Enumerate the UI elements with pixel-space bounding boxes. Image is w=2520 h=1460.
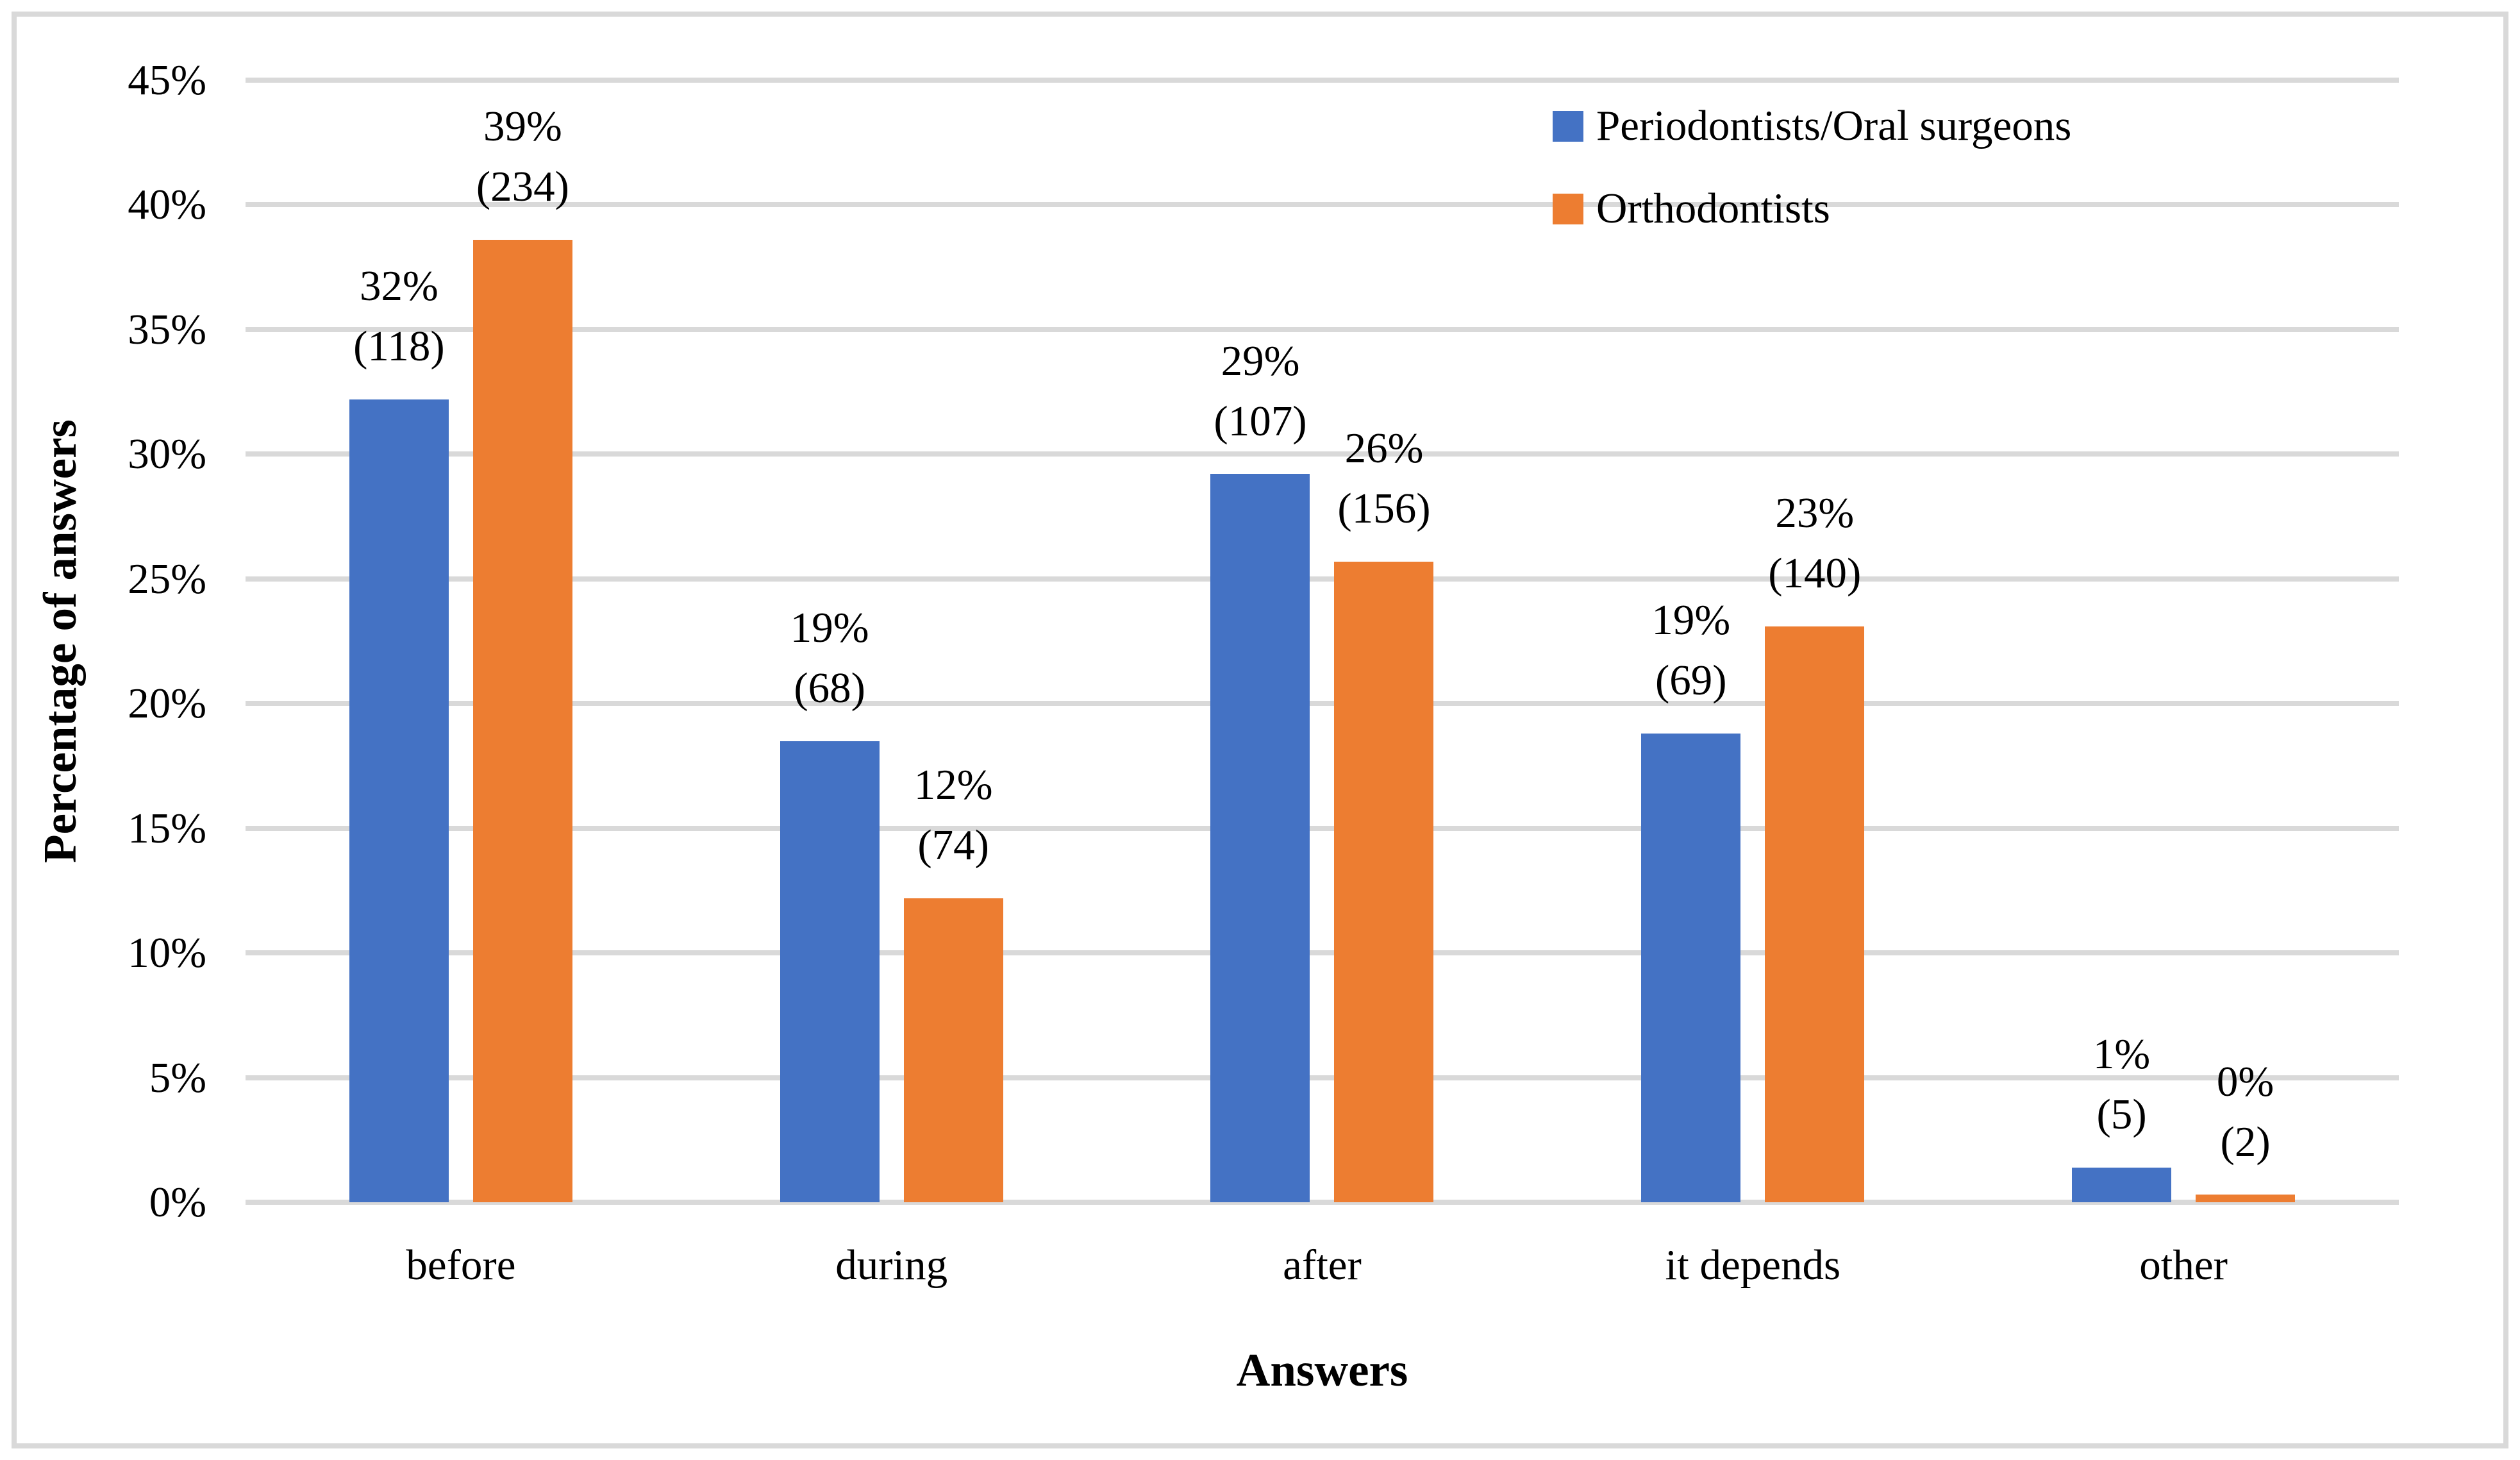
- bar-count-text: (68): [794, 664, 865, 712]
- bar-percent-text: 0%: [2216, 1057, 2274, 1105]
- bar-count-text: (2): [2220, 1118, 2271, 1166]
- bar-count-text: (140): [1768, 549, 1862, 597]
- bar-count-text: (5): [2096, 1090, 2147, 1138]
- gridline: [246, 451, 2399, 457]
- bar-periodontists-during: 19% (68): [780, 604, 880, 1202]
- bar-orthodontists-before: 39% (234): [472, 103, 572, 1202]
- bar-value-label: 39% (234): [476, 97, 569, 217]
- y-tick-label: 45%: [128, 56, 206, 104]
- bar-value-label: 1% (5): [2093, 1025, 2150, 1145]
- bar-percent-text: 26%: [1344, 424, 1424, 472]
- x-axis-title: Answers: [1236, 1344, 1408, 1396]
- y-tick-label: 25%: [128, 555, 206, 603]
- category-group-before: 32% (118) 39% (234): [246, 80, 676, 1202]
- y-tick-label: 35%: [128, 305, 206, 353]
- bar-count-text: (107): [1214, 397, 1307, 445]
- gridline: [246, 1200, 2399, 1205]
- x-tick-label-other: other: [2139, 1241, 2228, 1289]
- bar-periodontists-after: 29% (107): [1210, 337, 1310, 1202]
- x-tick-label-during: during: [835, 1241, 948, 1289]
- bar-value-label: 26% (156): [1337, 419, 1430, 539]
- bar-value-label: 23% (140): [1768, 483, 1861, 604]
- y-axis-title: Percentage of answers: [34, 419, 86, 863]
- legend: Periodontists/Oral surgeons Orthodontists: [1553, 101, 2071, 233]
- bar-percent-text: 19%: [790, 603, 869, 651]
- gridline: [246, 202, 2399, 208]
- figure-frame: [12, 12, 2508, 1448]
- bar-percent-text: 23%: [1775, 489, 1855, 537]
- bar-orthodontists-other: 0% (2): [2196, 1058, 2296, 1202]
- bar-orthodontists-it-depends: 23% (140): [1765, 489, 1865, 1202]
- bar-percent-text: 1%: [2092, 1030, 2151, 1078]
- legend-item: Orthodontists: [1553, 184, 2071, 233]
- bar-value-label: 19% (68): [790, 598, 869, 719]
- bar-value-label: 32% (118): [353, 256, 445, 377]
- gridline: [246, 950, 2399, 956]
- bar-count-text: (234): [476, 163, 569, 211]
- bar-value-label: 29% (107): [1214, 331, 1306, 452]
- gridline: [246, 78, 2399, 83]
- bar-percent-text: 29%: [1221, 337, 1300, 385]
- y-tick-label: 30%: [128, 430, 206, 478]
- bar-percent-text: 12%: [914, 760, 993, 809]
- legend-swatch-icon: [1553, 193, 1583, 224]
- bar-percent-text: 19%: [1651, 596, 1731, 644]
- bar-value-label: 0% (2): [2217, 1052, 2274, 1173]
- bar-periodontists-it-depends: 19% (69): [1641, 596, 1741, 1202]
- bar-count-text: (74): [917, 821, 989, 869]
- bar-periodontists-other: 1% (5): [2072, 1030, 2172, 1202]
- y-tick-label: 40%: [128, 181, 206, 229]
- gridline: [246, 1075, 2399, 1080]
- bar-periodontists-before: 32% (118): [349, 262, 449, 1202]
- category-group-other: 1% (5) 0% (2): [1968, 80, 2399, 1202]
- y-tick-label: 5%: [149, 1053, 206, 1102]
- plot-area: 32% (118) 39% (234) 19% (68) 12% (74) 29% (107) 26…: [246, 78, 2399, 1205]
- legend-swatch-icon: [1553, 110, 1583, 142]
- bar-value-label: 19% (69): [1651, 591, 1730, 711]
- gridline: [246, 825, 2399, 831]
- category-group-during: 19% (68) 12% (74): [676, 80, 1107, 1202]
- y-tick-label: 10%: [128, 929, 206, 977]
- y-tick-label: 15%: [128, 804, 206, 852]
- legend-item: Periodontists/Oral surgeons: [1553, 101, 2071, 151]
- bar-count-text: (69): [1655, 657, 1727, 705]
- bar-count-text: (118): [353, 322, 445, 370]
- gridline: [246, 701, 2399, 707]
- bar-orthodontists-after: 26% (156): [1334, 424, 1434, 1202]
- gridline: [246, 576, 2399, 582]
- x-tick-label-before: before: [406, 1241, 516, 1289]
- bar-orthodontists-during: 12% (74): [903, 761, 1003, 1202]
- bar-value-label: 12% (74): [914, 755, 993, 876]
- legend-item-label: Periodontists/Oral surgeons: [1596, 102, 2072, 149]
- bar-count-text: (156): [1337, 484, 1431, 532]
- gridline: [246, 326, 2399, 332]
- y-tick-label: 20%: [128, 680, 206, 728]
- x-tick-label-it-depends: it depends: [1665, 1241, 1841, 1289]
- bar-percent-text: 32%: [359, 262, 438, 310]
- category-group-it-depends: 19% (69) 23% (140): [1537, 80, 1968, 1202]
- bar-percent-text: 39%: [483, 103, 562, 151]
- category-group-after: 29% (107) 26% (156): [1107, 80, 1538, 1202]
- legend-item-label: Orthodontists: [1596, 185, 1830, 232]
- x-tick-label-after: after: [1283, 1241, 1362, 1289]
- y-tick-label: 0%: [149, 1179, 206, 1226]
